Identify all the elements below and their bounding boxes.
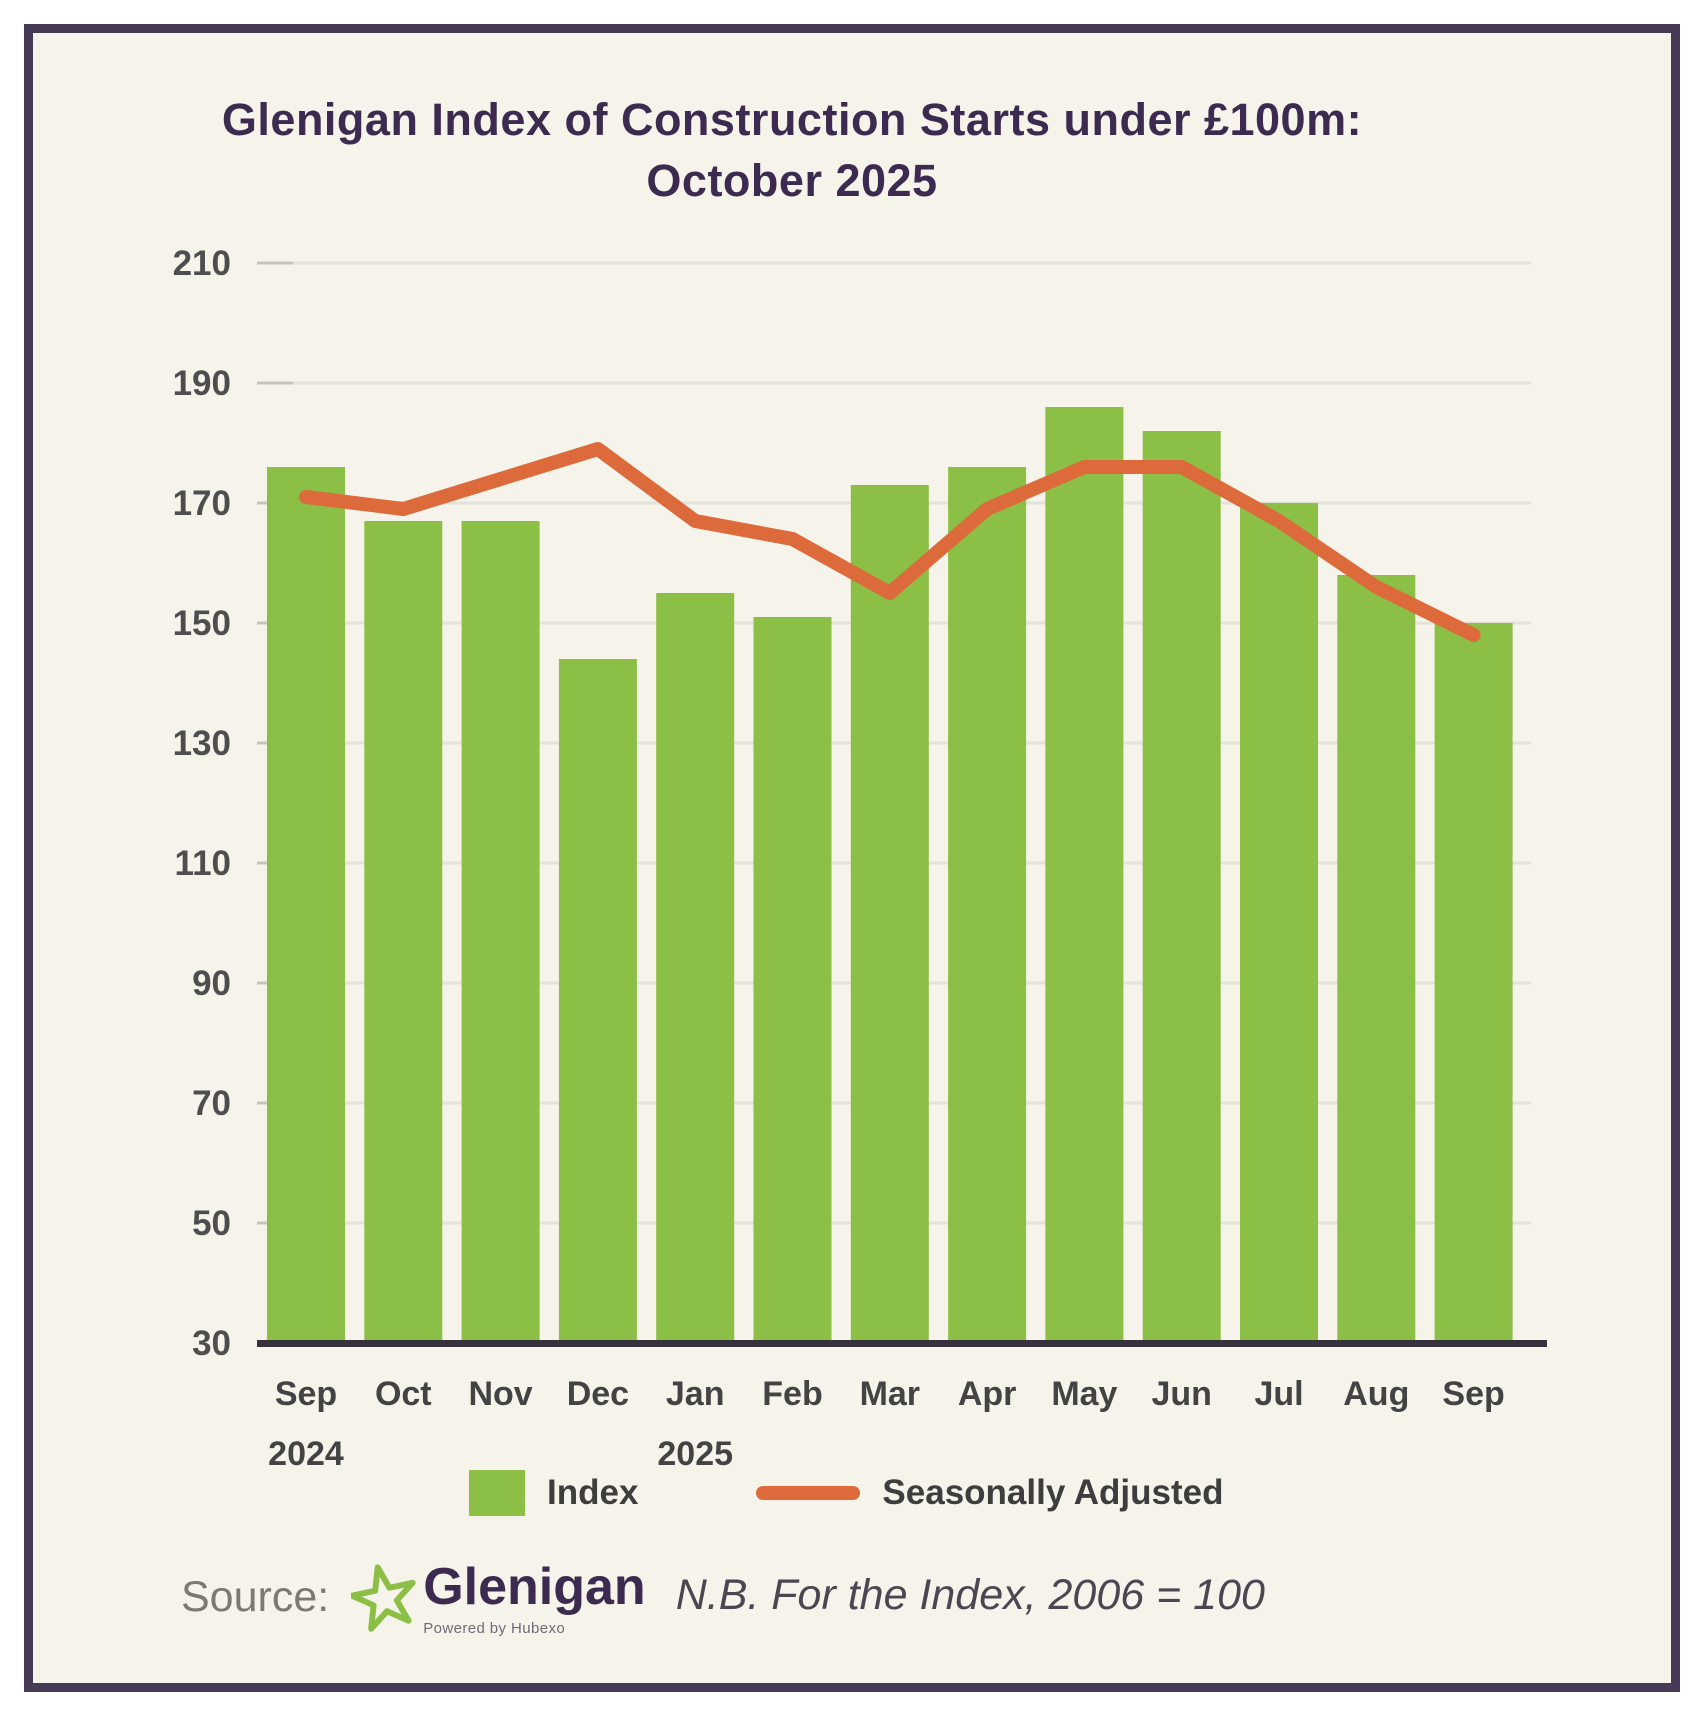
glenigan-logo: Glenigan Powered by Hubexo (351, 1557, 646, 1637)
y-tick-label-90: 90 (192, 964, 231, 1003)
x-tick-label-jul-10: Jul (1254, 1375, 1303, 1413)
x-tick-label-oct-1: Oct (375, 1375, 432, 1413)
x-tick-label-sep-0: Sep (275, 1375, 337, 1413)
bar-apr-7 (948, 467, 1027, 1343)
seasonally-adjusted-line-swatch (756, 1486, 861, 1500)
y-tick-label-150: 150 (173, 604, 231, 643)
source-row: Source: Glenigan Powered by Hubexo N.B. … (181, 1557, 1265, 1637)
y-tick-label-70: 70 (192, 1084, 231, 1123)
glenigan-wordmark: Glenigan (423, 1558, 646, 1616)
x-tick-label-feb-5: Feb (762, 1375, 822, 1413)
x-tick-label-sep-12: Sep (1442, 1375, 1504, 1413)
chart-card: Glenigan Index of Construction Starts un… (24, 24, 1680, 1692)
legend-item-index: Index (469, 1470, 638, 1516)
bar-dec-3 (558, 659, 637, 1343)
year-label-2025: 2025 (657, 1435, 733, 1473)
chart-plot: 30 50 70 90 110 130 150 170 190 210 Sep Oct Nov Dec Ja… (173, 244, 1547, 1473)
x-tick-label-nov-2: Nov (468, 1375, 532, 1413)
source-label: Source: (181, 1573, 330, 1621)
x-axis-baseline (257, 1340, 1547, 1347)
bar-jun-9 (1142, 431, 1221, 1343)
y-tick-label-190: 190 (173, 364, 231, 403)
chart-title-line1: Glenigan Index of Construction Starts un… (221, 94, 1363, 145)
y-tick-label-110: 110 (175, 844, 231, 883)
x-tick-label-jun-9: Jun (1151, 1375, 1211, 1413)
glenigan-star-icon (351, 1564, 416, 1632)
year-label-2024: 2024 (268, 1435, 344, 1473)
legend-item-seasonally-adjusted: Seasonally Adjusted (756, 1473, 1223, 1513)
legend-label-seasonally-adjusted: Seasonally Adjusted (882, 1473, 1224, 1512)
legend-label-index: Index (547, 1473, 639, 1512)
y-tick-label-210: 210 (173, 244, 231, 283)
x-tick-label-dec-3: Dec (567, 1375, 629, 1413)
y-tick-label-50: 50 (192, 1204, 231, 1243)
glenigan-tagline: Powered by Hubexo (423, 1620, 566, 1637)
bar-feb-5 (753, 617, 832, 1343)
seasonally-adjusted-line (299, 442, 1481, 642)
x-tick-label-mar-6: Mar (860, 1375, 920, 1413)
bar-mar-6 (850, 485, 929, 1343)
bar-nov-2 (461, 521, 540, 1343)
index-note: N.B. For the Index, 2006 = 100 (675, 1571, 1265, 1619)
bar-jul-10 (1240, 503, 1318, 1343)
bar-sep-0 (267, 467, 345, 1343)
bar-may-8 (1045, 407, 1124, 1343)
x-tick-label-may-8: May (1051, 1375, 1117, 1413)
x-tick-label-jan-4: Jan (666, 1375, 725, 1413)
bar-aug-11 (1337, 575, 1416, 1343)
x-tick-label-aug-11: Aug (1343, 1375, 1409, 1413)
y-tick-label-170: 170 (173, 484, 231, 523)
chart-legend: Index Seasonally Adjusted (469, 1470, 1223, 1516)
bar-jan-4 (656, 593, 735, 1343)
chart-title-line2: October 2025 (646, 155, 938, 206)
bar-sep-12 (1434, 623, 1513, 1343)
y-tick-label-30: 30 (192, 1324, 231, 1363)
y-tick-label-130: 130 (173, 724, 231, 763)
index-bar-swatch (469, 1470, 525, 1516)
x-tick-label-apr-7: Apr (958, 1375, 1017, 1413)
bar-oct-1 (364, 521, 443, 1343)
chart-title: Glenigan Index of Construction Starts un… (33, 89, 1671, 211)
